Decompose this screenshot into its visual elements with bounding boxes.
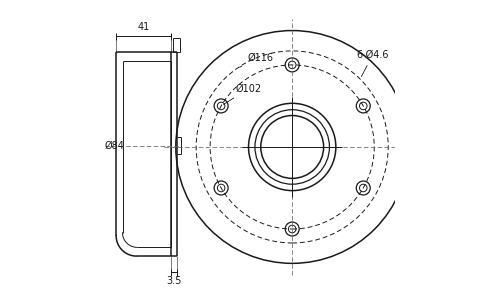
Text: 3.5: 3.5 [166,276,182,286]
Text: 41: 41 [138,22,150,32]
Text: Ø102: Ø102 [224,84,262,104]
Text: 6-Ø4.6: 6-Ø4.6 [356,50,388,77]
Text: Ø116: Ø116 [240,53,273,67]
Text: Ø84: Ø84 [104,141,124,150]
